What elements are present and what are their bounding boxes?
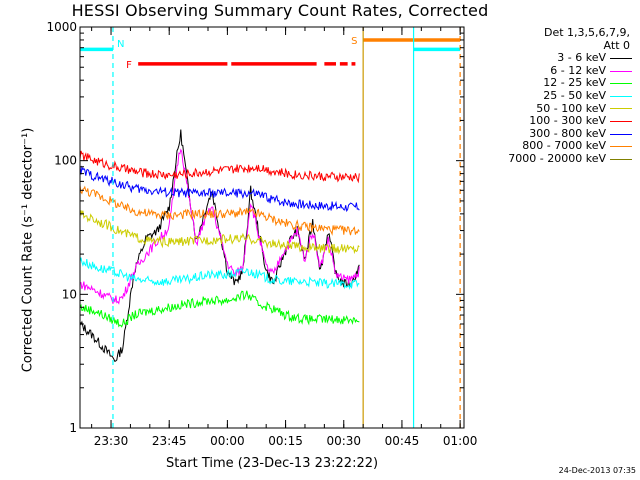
legend-swatch [610, 133, 632, 135]
legend-swatch [610, 158, 632, 160]
legend-item: 12 - 25 keV [472, 77, 632, 90]
legend: Det 1,3,5,6,7,9, Att 0 3 - 6 keV 6 - 12 k… [472, 26, 632, 166]
legend-swatch [610, 95, 632, 97]
legend-swatch [610, 70, 632, 72]
legend-item-label: 6 - 12 keV [550, 63, 606, 77]
series-line [79, 129, 360, 363]
x-tick-label: 00:30 [326, 434, 361, 448]
series-line [79, 210, 360, 255]
legend-item-label: 50 - 100 keV [536, 101, 606, 115]
legend-swatch [610, 146, 632, 148]
legend-item-label: 100 - 300 keV [529, 114, 606, 128]
series-line [79, 150, 360, 184]
legend-swatch [610, 83, 632, 85]
legend-header-line1: Det 1,3,5,6,7,9, [543, 26, 630, 39]
x-tick-label: 00:00 [210, 434, 245, 448]
legend-item: 50 - 100 keV [472, 101, 632, 116]
legend-item-label: 800 - 7000 keV [522, 139, 606, 153]
plot-frame [79, 26, 465, 429]
series-line [79, 165, 360, 213]
x-tick-label: 00:15 [268, 434, 303, 448]
series-line [79, 290, 360, 328]
series-line [79, 185, 360, 236]
x-tick-label: 23:45 [152, 434, 187, 448]
legend-item: 300 - 800 keV [472, 126, 632, 141]
legend-swatch [610, 57, 632, 59]
legend-item: 6 - 12 keV [472, 63, 632, 78]
legend-item: 3 - 6 keV [472, 52, 632, 65]
y-tick-label: 10 [62, 287, 77, 301]
legend-item-label: 12 - 25 keV [543, 76, 606, 90]
legend-item-label: 300 - 800 keV [529, 126, 606, 140]
legend-item-label: 7000 - 20000 keV [508, 151, 606, 165]
legend-item: 25 - 50 keV [472, 88, 632, 103]
x-tick-label: 01:00 [443, 434, 478, 448]
legend-item: 7000 - 20000 keV [472, 151, 632, 166]
marker-label: N [117, 39, 124, 50]
x-axis-label: Start Time (23-Dec-13 23:22:22) [165, 456, 379, 471]
flag-label: S [351, 36, 357, 47]
y-tick-label: 1000 [46, 20, 77, 34]
legend-items: 3 - 6 keV 6 - 12 keV 12 - 25 keV 25 - 50 ke… [472, 52, 632, 165]
legend-item: 800 - 7000 keV [472, 140, 632, 153]
x-tick-label: 23:30 [94, 434, 129, 448]
series-line [79, 148, 360, 305]
legend-item: 100 - 300 keV [472, 115, 632, 128]
legend-swatch [610, 108, 632, 110]
legend-item-label: 3 - 6 keV [557, 51, 606, 65]
series-line [79, 257, 360, 291]
legend-item-label: 25 - 50 keV [543, 88, 606, 102]
x-tick-label: 00:45 [385, 434, 420, 448]
legend-swatch [610, 120, 632, 122]
y-tick-label: 100 [54, 154, 77, 168]
legend-header-line2: Att 0 [603, 38, 630, 52]
chart-title: HESSI Observing Summary Count Rates, Cor… [71, 1, 489, 20]
flag-label: F [126, 60, 132, 71]
timestamp-footer: 24-Dec-2013 07:35 [558, 466, 636, 475]
y-tick-label: 1 [69, 421, 77, 435]
